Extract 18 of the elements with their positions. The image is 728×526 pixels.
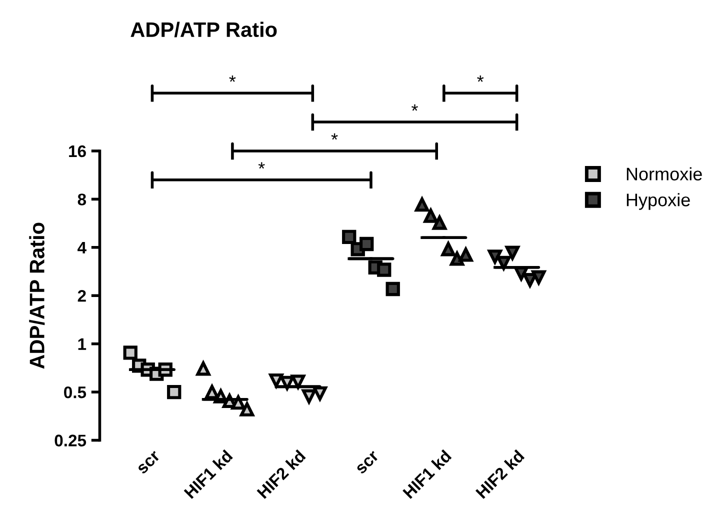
y-tick-label: 0.25 [54, 434, 86, 446]
text: * [229, 75, 236, 82]
legend-label: Normoxie [626, 167, 702, 180]
y-tick-label: 8 [78, 194, 86, 206]
y-tick-label: 2 [78, 290, 86, 302]
legend-label: Hypoxie [626, 193, 690, 210]
y-tick-label: 4 [78, 242, 86, 254]
x-tick-label: scr [356, 450, 380, 475]
text: * [412, 104, 418, 111]
text: * [477, 75, 484, 82]
chart-title: ADP/ATP Ratio [130, 22, 277, 38]
x-tick-label: scr [137, 450, 161, 475]
y-tick-label: 0.5 [64, 386, 86, 398]
annotation: * [258, 162, 265, 169]
y-tick-label: 1 [78, 338, 86, 350]
text: * [331, 133, 338, 140]
y-axis-title: ADP/ATP Ratio [29, 222, 45, 369]
y-tick-label: 16 [69, 145, 86, 158]
